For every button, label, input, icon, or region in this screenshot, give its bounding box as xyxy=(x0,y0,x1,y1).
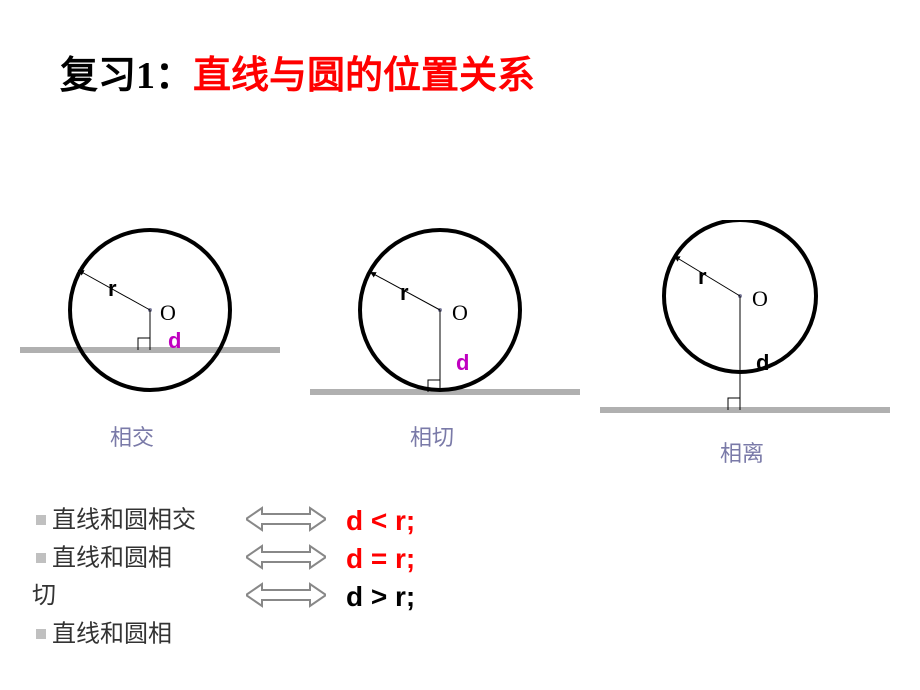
r-label: r xyxy=(400,280,409,305)
diagram-intersect-svg: r O d xyxy=(10,220,310,480)
bullet-row-2-cont: 切 d > r; xyxy=(36,576,196,614)
diagram-separate: r O d 相离 xyxy=(590,220,890,480)
title-prefix: 复习1： xyxy=(60,55,193,97)
bullet-row-2: 直线和圆相 d = r; xyxy=(36,538,196,576)
condition-1: d < r; xyxy=(346,502,415,540)
caption-intersect: 相交 xyxy=(110,420,154,452)
diagram-intersect: r O d 相交 xyxy=(10,220,310,480)
radius-line xyxy=(674,256,740,296)
d-label: d xyxy=(756,350,769,375)
condition-3: d > r; xyxy=(346,578,415,616)
bullet-text-3: 直线和圆相 xyxy=(52,621,172,647)
condition-2: d = r; xyxy=(346,540,415,578)
diagram-tangent: r O d 相切 xyxy=(300,220,600,480)
o-label: O xyxy=(160,300,176,325)
title-main: 直线与圆的位置关系 xyxy=(193,55,535,97)
d-label: d xyxy=(456,350,469,375)
slide-title: 复习1：直线与圆的位置关系 xyxy=(60,44,535,99)
caption-separate: 相离 xyxy=(720,436,764,468)
r-label: r xyxy=(698,264,707,289)
bullet-square-icon xyxy=(36,553,46,563)
r-label: r xyxy=(108,276,117,301)
bullet-text-1: 直线和圆相交 xyxy=(52,507,196,533)
diagrams-area: r O d 相交 r O d 相切 xyxy=(0,220,920,480)
d-label: d xyxy=(168,328,181,353)
bullets-area: 直线和圆相交 d < r; 直线和圆相 d = r; 切 d > r; 直线和圆… xyxy=(36,500,196,652)
bullet-square-icon xyxy=(36,515,46,525)
bullet-row-3: 直线和圆相 xyxy=(36,614,196,652)
bullet-row-1: 直线和圆相交 d < r; xyxy=(36,500,196,538)
o-label: O xyxy=(752,286,768,311)
bullet-text-2: 直线和圆相 xyxy=(52,545,172,571)
caption-tangent: 相切 xyxy=(410,420,454,452)
o-label: O xyxy=(452,300,468,325)
double-arrow-icon xyxy=(246,544,326,570)
bullet-text-2-cont: 切 xyxy=(32,583,56,609)
double-arrow-icon xyxy=(246,582,326,608)
bullet-square-icon xyxy=(36,629,46,639)
double-arrow-icon xyxy=(246,506,326,532)
